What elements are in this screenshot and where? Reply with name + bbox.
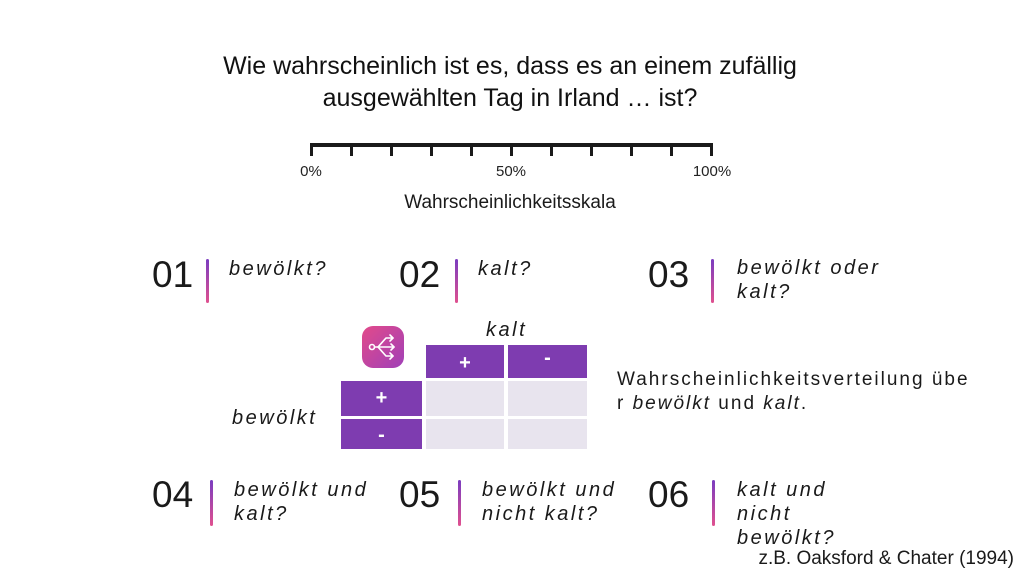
title-line-1: Wie wahrscheinlich ist es, dass es an ei… — [223, 52, 797, 80]
question-text-04: bewölkt und kalt? — [234, 479, 369, 525]
table-cell — [426, 381, 504, 416]
scale-label-50: 50% — [495, 163, 527, 180]
question-number-06: 06 — [648, 474, 690, 515]
scale-tick — [590, 143, 593, 156]
page-title: Wie wahrscheinlich ist es, dass es an ei… — [140, 50, 880, 114]
question-number-02: 02 — [399, 254, 441, 295]
scale-tick — [350, 143, 353, 156]
scale-tick — [510, 143, 513, 156]
question-divider — [455, 259, 458, 303]
table-cell — [508, 381, 587, 416]
question-number-05: 05 — [399, 474, 441, 515]
question-number-03: 03 — [648, 254, 690, 295]
distribution-emphasis-cold: kalt — [763, 393, 801, 414]
question-divider — [458, 480, 461, 526]
table-cell — [426, 419, 504, 449]
question-text-03: bewölkt oder kalt? — [737, 257, 881, 303]
question-text-06: kalt und nicht bewölkt? — [737, 479, 836, 549]
scale-tick — [550, 143, 553, 156]
question-divider — [206, 259, 209, 303]
citation: z.B. Oaksford & Chater (1994) — [758, 548, 1014, 569]
title-line-2: ausgewählten Tag in Irland … ist? — [322, 84, 698, 112]
distribution-text-part: . — [800, 393, 809, 414]
row-minus-cell: - — [341, 419, 422, 449]
column-plus-cell: + — [426, 345, 504, 378]
scale-tick — [430, 143, 433, 156]
question-divider — [712, 480, 715, 526]
table-row-header: bewölkt — [232, 407, 318, 429]
scale-tick — [710, 143, 713, 156]
scale-tick — [630, 143, 633, 156]
distribution-text-part: Wahrscheinlichkeitsverteilung über — [617, 369, 970, 414]
question-text-05: bewölkt und nicht kalt? — [482, 479, 617, 525]
shuffle-arrows-icon — [362, 326, 404, 368]
scale-tick — [470, 143, 473, 156]
scale-tick — [390, 143, 393, 156]
table-cell — [508, 419, 587, 449]
scale-tick — [310, 143, 313, 156]
table-column-header: kalt — [486, 319, 528, 341]
column-minus-cell: - — [508, 345, 587, 378]
question-text-02: kalt? — [478, 258, 533, 280]
distribution-text: Wahrscheinlichkeitsverteilung über bewöl… — [617, 368, 977, 416]
distribution-emphasis-cloudy: bewölkt — [632, 393, 712, 414]
scale-label-0: 0% — [300, 163, 322, 180]
distribution-text-part: und — [711, 393, 764, 414]
question-divider — [711, 259, 714, 303]
row-plus-cell: + — [341, 381, 422, 416]
question-number-04: 04 — [152, 474, 194, 515]
scale-title: Wahrscheinlichkeitsskala — [404, 192, 616, 213]
scale-tick — [670, 143, 673, 156]
question-divider — [210, 480, 213, 526]
question-number-01: 01 — [152, 254, 194, 295]
question-text-01: bewölkt? — [229, 258, 328, 280]
scale-label-100: 100% — [692, 163, 732, 180]
